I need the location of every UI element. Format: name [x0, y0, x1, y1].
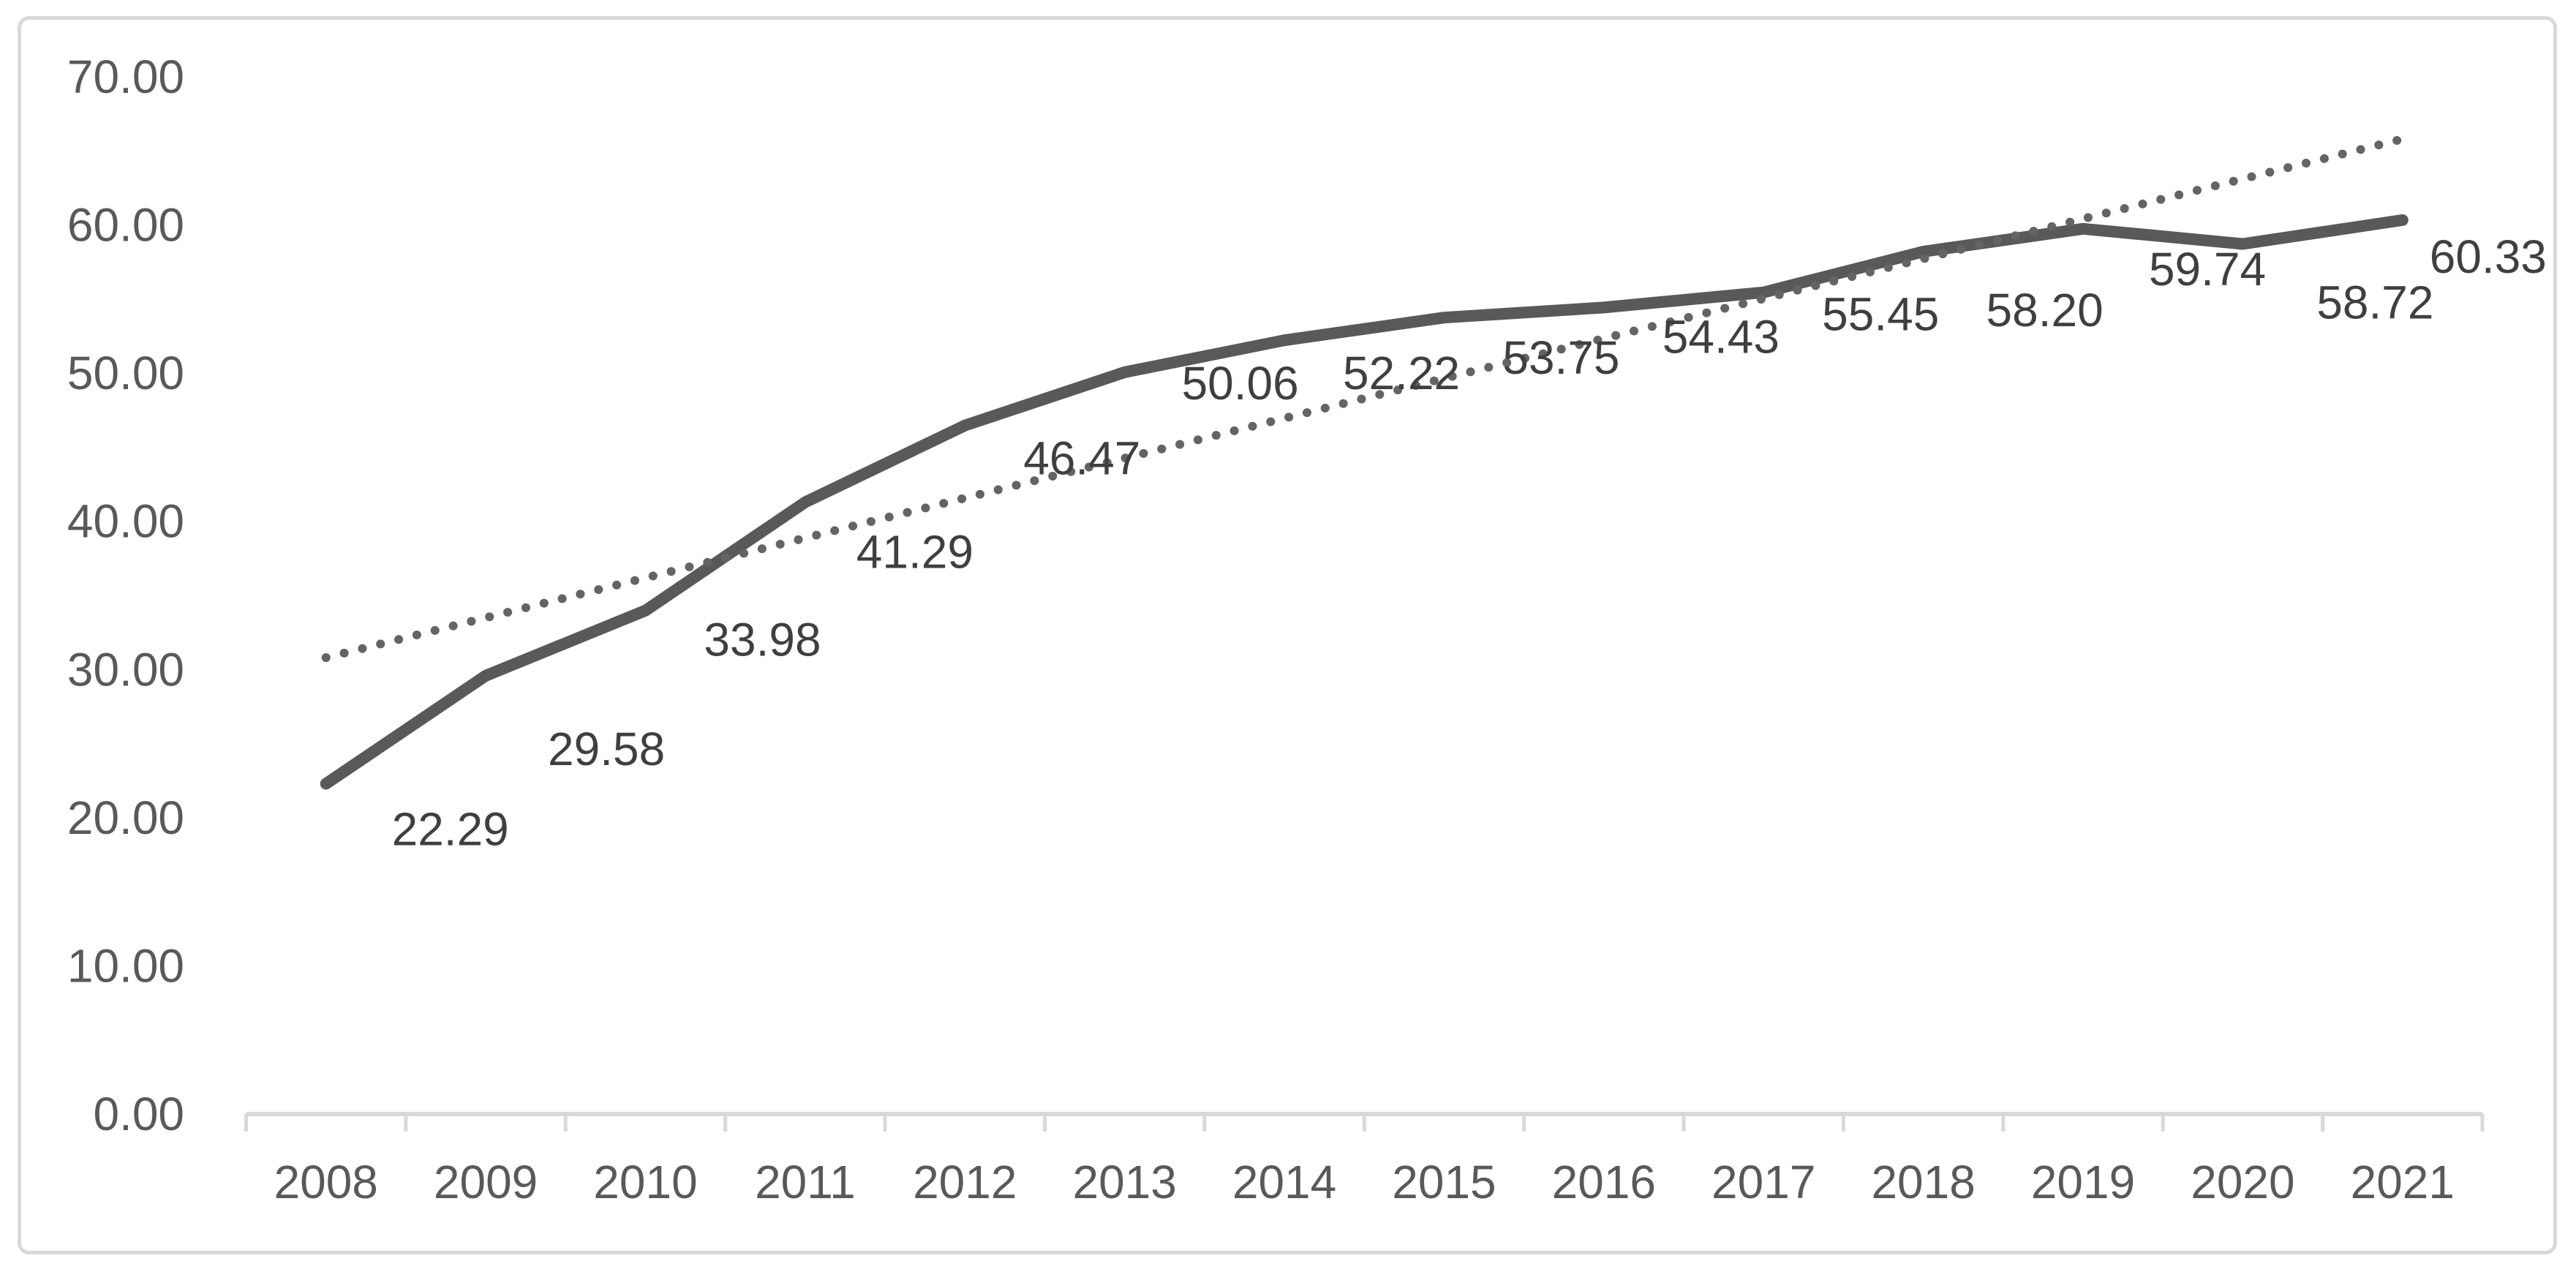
y-tick-label: 20.00 — [67, 791, 184, 844]
x-tick-label: 2013 — [1072, 1156, 1176, 1208]
x-tick-label: 2009 — [434, 1156, 538, 1208]
series-line — [320, 214, 2409, 790]
x-tick-label: 2012 — [913, 1156, 1017, 1208]
y-tick-label: 30.00 — [67, 643, 184, 696]
data-label: 60.33 — [2430, 230, 2547, 283]
data-label: 41.29 — [856, 526, 973, 579]
data-labels: 22.29 29.58 33.98 41.29 46.47 50.06 52.22 53.75… — [392, 230, 2547, 856]
x-tick-label: 2014 — [1232, 1156, 1336, 1208]
data-label: 46.47 — [1023, 432, 1140, 485]
data-label: 59.74 — [2149, 243, 2266, 296]
chart-border-frame — [18, 16, 2557, 1254]
y-tick-label: 10.00 — [67, 939, 184, 992]
y-tick-label: 0.00 — [93, 1088, 184, 1140]
x-tick-label: 2010 — [593, 1156, 697, 1208]
x-axis-labels: 2008 2009 2010 2011 2012 2013 2014 2015 2016 2017… — [274, 1156, 2455, 1208]
x-tick-label: 2019 — [2031, 1156, 2135, 1208]
x-axis — [244, 1112, 2485, 1132]
data-label: 33.98 — [704, 614, 821, 666]
trendline — [321, 135, 2407, 663]
data-label: 55.45 — [1822, 288, 1939, 341]
data-label: 22.29 — [392, 802, 509, 855]
x-tick-label: 2018 — [1871, 1156, 1975, 1208]
data-label: 58.72 — [2316, 276, 2433, 329]
data-label: 29.58 — [548, 723, 665, 775]
x-tick-label: 2017 — [1711, 1156, 1815, 1208]
data-label: 54.43 — [1662, 310, 1780, 363]
x-tick-label: 2020 — [2191, 1156, 2294, 1208]
x-tick-label: 2016 — [1552, 1156, 1656, 1208]
x-tick-label: 2011 — [755, 1156, 856, 1208]
y-tick-label: 40.00 — [67, 495, 184, 548]
data-label: 53.75 — [1502, 331, 1619, 384]
y-axis-labels: 0.00 10.00 20.00 30.00 40.00 50.00 60.00 70.00 — [67, 50, 184, 1140]
y-tick-label: 70.00 — [67, 50, 184, 103]
x-tick-label: 2008 — [274, 1156, 378, 1208]
data-label: 58.20 — [1986, 284, 2104, 336]
x-tick-label: 2021 — [2351, 1156, 2455, 1208]
x-tick-label: 2015 — [1392, 1156, 1496, 1208]
y-tick-label: 60.00 — [67, 199, 184, 252]
data-label: 50.06 — [1182, 357, 1299, 410]
data-label: 52.22 — [1343, 347, 1460, 399]
y-tick-label: 50.00 — [67, 347, 184, 399]
